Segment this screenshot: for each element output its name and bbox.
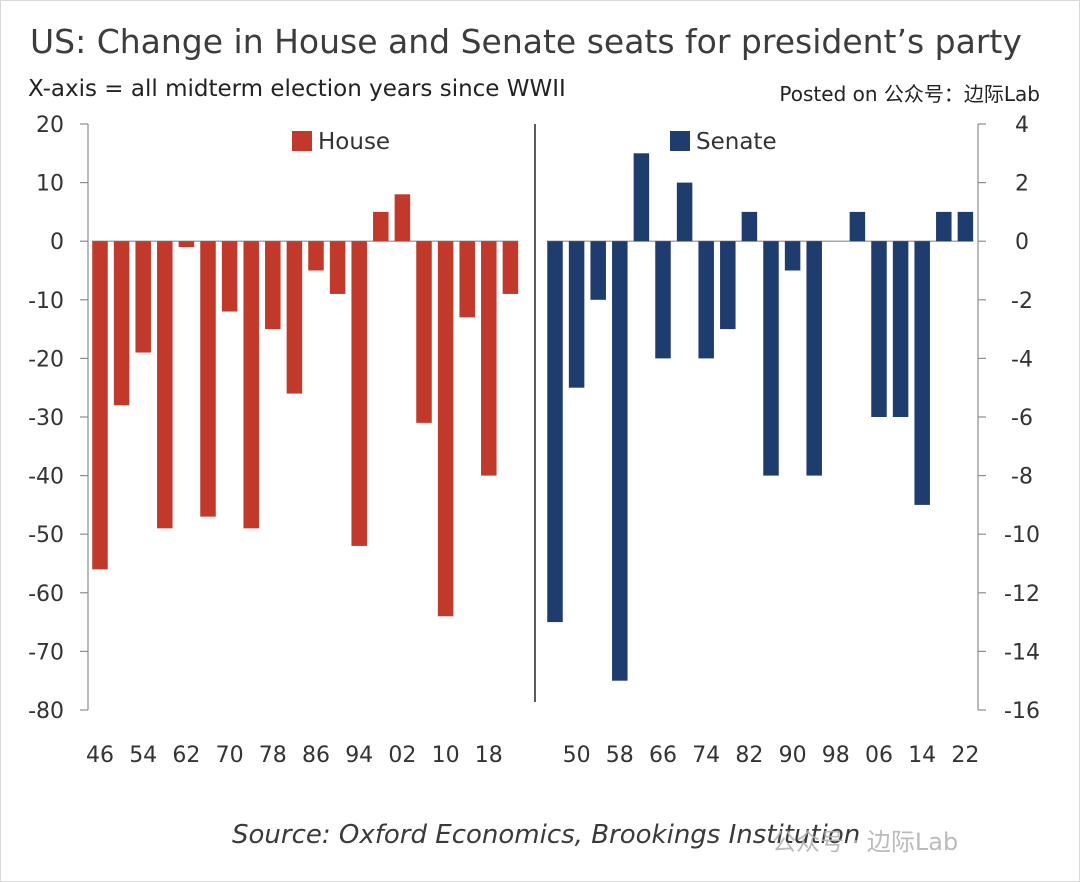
senate-bar — [806, 241, 822, 476]
senate-legend-label: Senate — [696, 129, 777, 155]
right-y-tick-label: -12 — [1004, 582, 1040, 607]
x-tick-label: 10 — [432, 743, 460, 768]
senate-bar — [612, 241, 628, 681]
right-y-tick-label: 2 — [1015, 172, 1029, 197]
house-bar — [243, 241, 259, 529]
left-y-tick-label: 0 — [50, 230, 64, 255]
left-y-tick-label: -30 — [28, 406, 64, 431]
senate-bar — [698, 241, 714, 359]
x-tick-label: 86 — [302, 743, 330, 768]
x-tick-label: 62 — [172, 743, 200, 768]
house-legend-swatch — [292, 131, 312, 151]
senate-bar — [957, 211, 974, 242]
source-note: Source: Oxford Economics, Brookings Inst… — [232, 820, 861, 850]
right-y-tick-label: -6 — [1011, 406, 1033, 431]
house-bar — [92, 241, 108, 570]
house-bar — [329, 241, 346, 294]
left-y-tick-label: -60 — [28, 582, 64, 607]
x-tick-label: 70 — [216, 743, 244, 768]
senate-bar — [892, 241, 909, 417]
senate-bar — [633, 153, 650, 242]
x-tick-label: 46 — [86, 743, 114, 768]
house-bar — [373, 211, 389, 242]
x-tick-label: 94 — [345, 743, 373, 768]
x-tick-label: 98 — [822, 743, 850, 768]
senate-bar — [784, 241, 801, 271]
house-bar — [265, 241, 281, 330]
left-y-tick-label: -40 — [28, 465, 64, 490]
senate-bar — [590, 241, 606, 300]
right-y-tick-label: -8 — [1011, 465, 1033, 490]
senate-legend-swatch — [670, 131, 690, 151]
right-y-tick-label: 0 — [1015, 230, 1029, 255]
house-bar — [437, 241, 454, 617]
senate-bar — [914, 241, 930, 505]
x-tick-label: 14 — [908, 743, 936, 768]
right-y-tick-label: -16 — [1004, 699, 1040, 724]
x-tick-label: 18 — [475, 743, 503, 768]
x-tick-label: 78 — [259, 743, 287, 768]
x-tick-label: 22 — [951, 743, 979, 768]
x-tick-label: 54 — [129, 743, 157, 768]
house-bar — [481, 241, 497, 476]
left-y-tick-label: -70 — [28, 640, 64, 665]
right-y-tick-label: 4 — [1015, 113, 1029, 138]
x-tick-label: 74 — [692, 743, 720, 768]
left-y-tick-label: 10 — [36, 172, 64, 197]
senate-bar — [655, 241, 671, 359]
right-y-tick-label: -2 — [1011, 289, 1033, 314]
x-tick-label: 58 — [606, 743, 634, 768]
x-tick-label: 02 — [388, 743, 416, 768]
watermark: 公众号 · 边际Lab — [772, 828, 959, 856]
chart-title: US: Change in House and Senate seats for… — [30, 22, 1022, 61]
senate-bar — [547, 241, 563, 623]
left-y-tick-label: -50 — [28, 523, 64, 548]
x-tick-label: 90 — [779, 743, 807, 768]
posted-on-label: Posted on 公众号：边际Lab — [779, 82, 1040, 106]
house-bar — [178, 241, 195, 248]
house-bar — [416, 241, 432, 423]
senate-bar — [763, 241, 779, 476]
right-y-tick-label: -4 — [1011, 347, 1033, 372]
senate-bar — [849, 211, 866, 242]
house-bar — [394, 194, 411, 242]
x-tick-label: 50 — [563, 743, 591, 768]
senate-bar — [871, 241, 887, 417]
senate-bar — [741, 211, 758, 242]
left-y-tick-label: -20 — [28, 347, 64, 372]
left-y-tick-label: -80 — [28, 699, 64, 724]
senate-bar — [936, 211, 952, 242]
house-bar — [308, 241, 324, 271]
x-tick-label: 66 — [649, 743, 677, 768]
right-y-tick-label: -10 — [1004, 523, 1040, 548]
x-tick-label: 06 — [865, 743, 893, 768]
house-bar — [459, 241, 475, 318]
senate-bar — [720, 241, 736, 330]
house-bar — [221, 241, 238, 312]
house-bar — [113, 241, 130, 406]
left-y-tick-label: 20 — [36, 113, 64, 138]
house-bar — [351, 241, 367, 546]
senate-bar — [568, 241, 585, 388]
senate-bar — [676, 182, 693, 242]
left-y-tick-label: -10 — [28, 289, 64, 314]
house-bar — [135, 241, 151, 353]
x-tick-label: 82 — [735, 743, 763, 768]
chart-subtitle: X-axis = all midterm election years sinc… — [28, 76, 566, 102]
house-bar — [157, 241, 173, 529]
house-legend-label: House — [318, 129, 390, 155]
right-y-tick-label: -14 — [1004, 640, 1040, 665]
house-bar — [502, 241, 519, 294]
house-bar — [200, 241, 216, 517]
house-bar — [286, 241, 303, 394]
